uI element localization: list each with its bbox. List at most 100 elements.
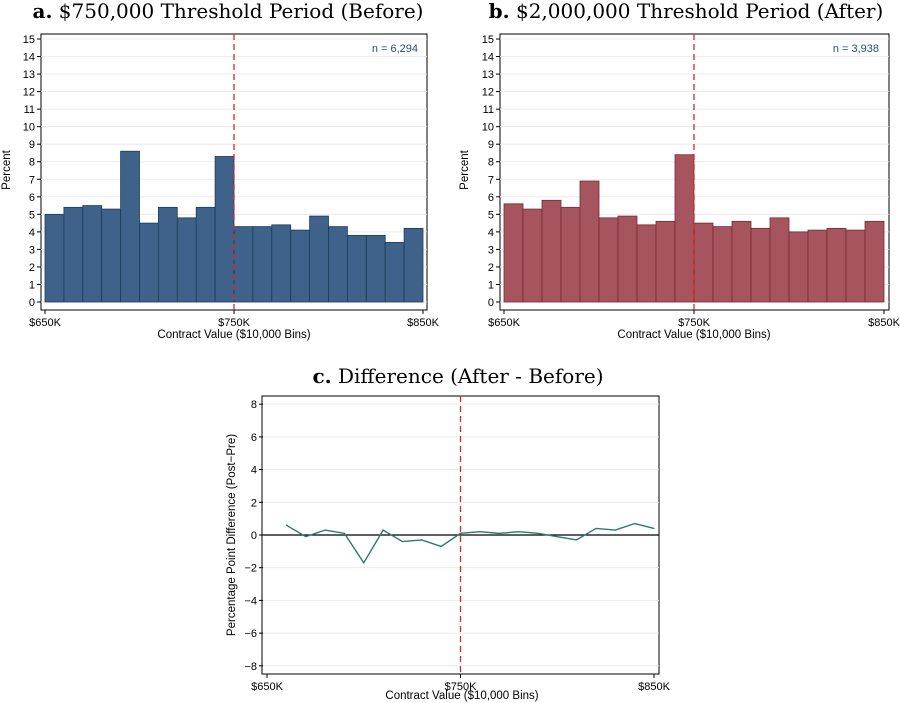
panel-b-x-tick-label: $650K bbox=[488, 317, 520, 329]
panel-c-y-tick-label: −6 bbox=[244, 628, 257, 640]
panel-b-y-tick-label: 15 bbox=[482, 34, 494, 46]
panel-a-x-tick-label: $650K bbox=[29, 317, 61, 329]
panel-b-x-tick-label: $750K bbox=[678, 317, 710, 329]
panel-b-bar bbox=[598, 217, 619, 303]
panel-c-y-tick-label: −2 bbox=[244, 563, 257, 575]
panel-a-bar bbox=[403, 227, 424, 303]
panel-b-bar bbox=[712, 226, 733, 303]
panel-b-bar bbox=[503, 203, 524, 303]
panel-c-point bbox=[382, 529, 384, 531]
panel-b-bar bbox=[864, 220, 885, 303]
panel-a-title-text: $750,000 Threshold Period (Before) bbox=[59, 0, 424, 23]
panel-a-bar bbox=[139, 222, 159, 303]
panel-b-y-label: Percent bbox=[459, 149, 471, 189]
panel-c-y-tick-label: 2 bbox=[251, 497, 257, 509]
panel-c-x-tick-label: $850K bbox=[638, 681, 670, 693]
panel-b-y-tick-label: 10 bbox=[482, 122, 494, 134]
panel-b-y-tick-label: 1 bbox=[488, 279, 494, 291]
panel-a-x-axis: $650K $750K $850K bbox=[29, 310, 440, 329]
panel-a-x-tick-label: $750K bbox=[218, 317, 250, 329]
panel-b-bar bbox=[807, 229, 828, 303]
panel-c-x-tick-label: $750K bbox=[445, 681, 477, 693]
panel-b-title-text: $2,000,000 Threshold Period (After) bbox=[516, 0, 883, 23]
panel-c-point bbox=[305, 536, 307, 538]
panel-b-bar bbox=[788, 231, 809, 303]
panel-c-point bbox=[363, 562, 365, 564]
panel-c-points bbox=[285, 522, 655, 564]
panel-a-bar bbox=[63, 206, 84, 303]
panel-a-bar bbox=[290, 229, 311, 303]
panel-c-letter: c. bbox=[312, 364, 331, 388]
panel-a-bar bbox=[44, 213, 65, 303]
panel-c-y-label: Percentage Point Difference (Post−Pre) bbox=[226, 434, 238, 636]
panel-a-y-tick-label: 5 bbox=[29, 209, 35, 221]
panel-b-x-axis: $650K $750K $850K bbox=[488, 310, 900, 329]
panel-a-bar bbox=[252, 226, 273, 303]
panel-b-y-tick-label: 2 bbox=[488, 262, 494, 274]
panel-c-point bbox=[401, 540, 404, 543]
panel-b-title: b. $2,000,000 Threshold Period (After) bbox=[489, 0, 884, 23]
panel-c-point bbox=[421, 539, 423, 541]
panel-a-bar bbox=[365, 234, 386, 303]
panel-b-y-tick-label: 14 bbox=[482, 52, 494, 64]
panel-a-y-tick-label: 7 bbox=[29, 174, 35, 186]
panel-b-y-tick-label: 12 bbox=[482, 87, 494, 99]
panel-b-y-tick-label: 5 bbox=[488, 209, 494, 221]
panel-a-bar bbox=[176, 217, 197, 303]
panel-b-sample-size: n = 3,938 bbox=[833, 43, 879, 55]
panel-b-bar bbox=[845, 229, 866, 303]
panel-a-y-tick-label: 11 bbox=[24, 104, 35, 116]
panel-b-bar bbox=[579, 180, 600, 303]
panel-a-y-tick-label: 2 bbox=[29, 262, 35, 274]
panel-b-y-tick-label: 13 bbox=[482, 69, 494, 81]
panel-b-bar bbox=[693, 222, 714, 303]
panel-a-bar bbox=[120, 150, 140, 303]
panel-c-y-axis: −8 −6 −4 −2 0 2 4 6 8 bbox=[244, 399, 263, 673]
panel-a-y-tick-label: 6 bbox=[29, 192, 35, 204]
panel-a-y-tick-label: 10 bbox=[23, 122, 35, 134]
panel-b-y-tick-label: 0 bbox=[488, 297, 494, 309]
panel-c-title-text: Difference (After - Before) bbox=[338, 364, 604, 388]
panel-a-bar bbox=[214, 156, 235, 303]
panel-c-x-label: Contract Value ($10,000 Bins) bbox=[385, 690, 538, 702]
panel-a-bar bbox=[271, 224, 292, 303]
panel-a-y-tick-label: 4 bbox=[29, 227, 35, 239]
panel-c-point bbox=[440, 545, 442, 548]
panel-c-point bbox=[285, 524, 287, 526]
panel-b-bar bbox=[655, 220, 676, 303]
panel-b-bars bbox=[503, 154, 885, 303]
panel-b-letter: b. bbox=[489, 0, 510, 23]
panel-b-y-tick-label: 11 bbox=[483, 104, 494, 116]
panel-a-bar bbox=[346, 234, 367, 303]
panel-a-bar bbox=[384, 241, 405, 303]
panel-c-point bbox=[576, 539, 578, 541]
panel-a-y-tick-label: 13 bbox=[23, 69, 35, 81]
panel-b-bar bbox=[750, 227, 771, 303]
panel-c-point bbox=[479, 531, 481, 533]
panel-a-histogram: a. $750,000 Threshold Period (Before) 0 1… bbox=[1, 0, 440, 341]
panel-a-y-tick-label: 15 bbox=[23, 34, 35, 46]
panel-c-difference-line bbox=[285, 522, 655, 565]
panel-b-bar bbox=[560, 206, 581, 303]
panel-a-y-tick-label: 1 bbox=[29, 279, 35, 291]
panel-a-sample-size: n = 6,294 bbox=[372, 43, 418, 55]
panel-c-difference: c. Difference (After - Before) −8 −6 −4 −2 0… bbox=[226, 364, 671, 702]
panel-a-y-tick-label: 8 bbox=[29, 157, 35, 169]
panel-b-bar bbox=[541, 199, 562, 303]
panel-b-bar bbox=[826, 227, 847, 303]
panel-a-y-tick-label: 0 bbox=[29, 297, 35, 309]
panel-b-bar bbox=[731, 220, 752, 303]
panel-b-y-tick-label: 3 bbox=[488, 244, 494, 256]
panel-b-y-tick-label: 9 bbox=[488, 139, 494, 151]
panel-c-title: c. Difference (After - Before) bbox=[312, 364, 603, 388]
panel-c-y-tick-label: −4 bbox=[244, 595, 257, 607]
panel-a-x-label: Contract Value ($10,000 Bins) bbox=[157, 329, 310, 341]
panel-c-y-tick-label: 6 bbox=[251, 432, 257, 444]
panel-a-title: a. $750,000 Threshold Period (Before) bbox=[33, 0, 424, 23]
panel-a-y-tick-label: 14 bbox=[23, 52, 35, 64]
panel-a-y-tick-label: 9 bbox=[29, 139, 35, 151]
panel-c-point bbox=[634, 522, 636, 525]
